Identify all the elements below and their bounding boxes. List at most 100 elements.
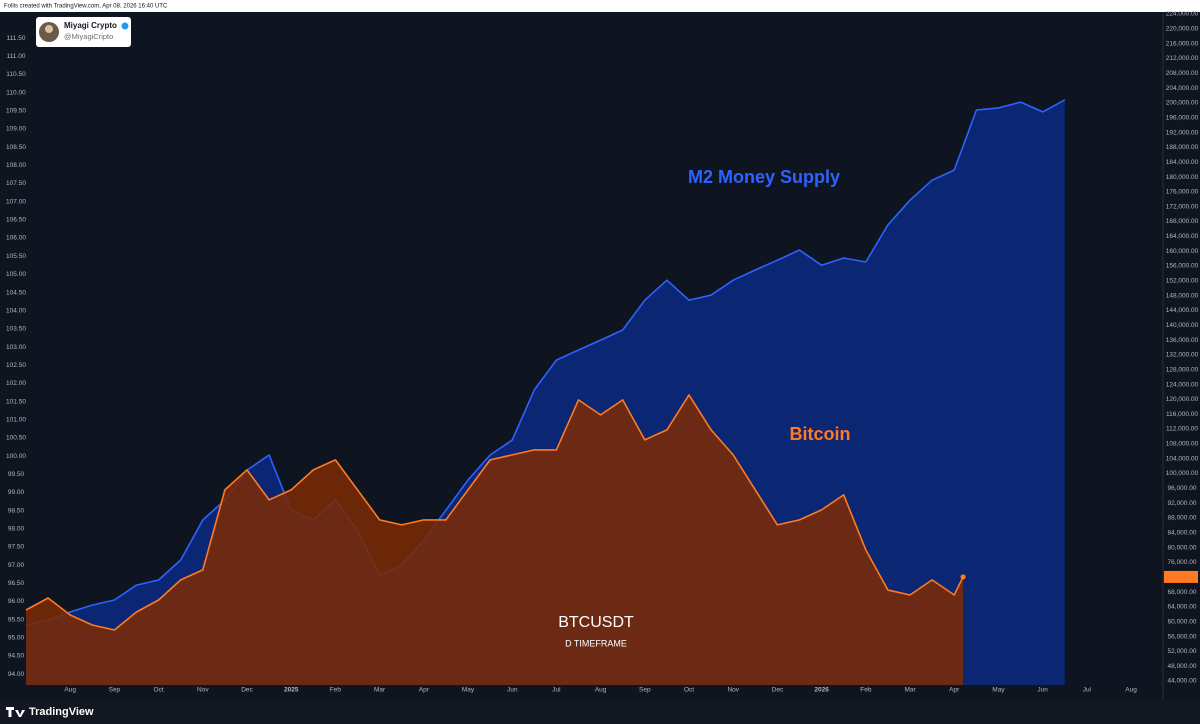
x-tick-label: Feb [330, 687, 342, 694]
x-tick-label: Jul [1083, 687, 1092, 694]
y2-tick-label: 192,000.00 [1166, 129, 1199, 136]
y2-tick-label: 84,000.00 [1168, 529, 1197, 536]
x-tick-label: 2026 [814, 687, 829, 694]
y-tick-label: 106.00 [6, 235, 26, 242]
x-tick-label: Apr [949, 687, 960, 694]
x-tick-label: Apr [419, 687, 430, 694]
y-tick-label: 107.00 [6, 198, 26, 205]
annotation: BTCUSDT [558, 614, 634, 631]
y-tick-label: 100.50 [6, 435, 26, 442]
y-tick-label: 98.00 [8, 525, 25, 532]
y-tick-label: 96.00 [8, 598, 25, 605]
y2-tick-label: 204,000.00 [1166, 85, 1199, 92]
footer-bar [0, 700, 1200, 724]
y-tick-label: 99.50 [8, 471, 25, 478]
y2-tick-label: 64,000.00 [1168, 604, 1197, 611]
annotation: D TIMEFRAME [565, 638, 627, 648]
x-tick-label: Aug [64, 687, 76, 694]
y2-tick-label: 88,000.00 [1168, 515, 1197, 522]
y2-tick-label: 156,000.00 [1166, 263, 1199, 270]
top-bar [0, 0, 1200, 12]
y-tick-label: 103.00 [6, 344, 26, 351]
y-tick-label: 106.50 [6, 217, 26, 224]
y-tick-label: 104.50 [6, 289, 26, 296]
series-line [25, 99, 1066, 626]
y2-tick-label: 60,000.00 [1168, 618, 1197, 625]
y-tick-label: 104.00 [6, 307, 26, 314]
x-tick-label: Dec [772, 687, 784, 694]
y2-tick-label: 44,000.00 [1168, 678, 1197, 685]
author-handle: @MiyagiCripto [64, 32, 113, 41]
x-tick-label: Mar [904, 687, 916, 694]
y-tick-label: 109.50 [6, 108, 26, 115]
y-tick-label: 101.50 [6, 398, 26, 405]
y2-tick-label: 220,000.00 [1166, 26, 1199, 33]
y-tick-label: 95.50 [8, 616, 25, 623]
y2-tick-label: 172,000.00 [1166, 203, 1199, 210]
y-tick-label: 107.50 [6, 180, 26, 187]
y2-tick-label: 164,000.00 [1166, 233, 1199, 240]
y-tick-label: 108.50 [6, 144, 26, 151]
x-tick-label: Aug [1125, 687, 1137, 694]
x-tick-label: Oct [684, 687, 694, 694]
x-tick-label: Mar [374, 687, 386, 694]
y2-tick-label: 184,000.00 [1166, 159, 1199, 166]
y2-tick-label: 200,000.00 [1166, 100, 1199, 107]
y2-tick-label: 148,000.00 [1166, 292, 1199, 299]
y2-tick-label: 132,000.00 [1166, 352, 1199, 359]
annotation: Bitcoin [790, 424, 851, 444]
y-tick-label: 99.00 [8, 489, 25, 496]
y2-tick-label: 92,000.00 [1168, 500, 1197, 507]
x-tick-label: May [462, 687, 475, 694]
y2-tick-label: 80,000.00 [1168, 544, 1197, 551]
y2-tick-label: 100,000.00 [1166, 470, 1199, 477]
y2-tick-label: 68,000.00 [1168, 589, 1197, 596]
y2-tick-label: 136,000.00 [1166, 337, 1199, 344]
y2-tick-label: 208,000.00 [1166, 70, 1199, 77]
y2-tick-label: 56,000.00 [1168, 633, 1197, 640]
y2-tick-label: 224,000.00 [1166, 11, 1199, 18]
y2-tick-label: 168,000.00 [1166, 218, 1199, 225]
y2-tick-label: 180,000.00 [1166, 174, 1199, 181]
y-tick-label: 110.00 [6, 89, 26, 96]
last-point [960, 574, 966, 580]
y2-tick-label: 188,000.00 [1166, 144, 1199, 151]
author-name: Miyagi Crypto [64, 21, 117, 30]
y-tick-label: 111.50 [7, 35, 26, 42]
y-tick-label: 108.00 [6, 162, 26, 169]
x-tick-label: Aug [595, 687, 607, 694]
created-note: Follis created with TradingView.com, Apr… [4, 4, 168, 10]
x-tick-label: Feb [860, 687, 872, 694]
verified-badge [121, 22, 129, 30]
y-tick-label: 95.00 [8, 634, 25, 641]
y2-tick-label: 216,000.00 [1166, 40, 1199, 47]
y2-tick-label: 96,000.00 [1168, 485, 1197, 492]
y2-tick-label: 104,000.00 [1166, 455, 1199, 462]
y2-tick-label: 112,000.00 [1166, 426, 1198, 433]
annotation: M2 Money Supply [688, 167, 840, 187]
y-tick-label: 94.00 [8, 671, 25, 678]
y-tick-label: 94.50 [8, 653, 25, 660]
y-tick-label: 103.50 [6, 326, 26, 333]
y-tick-label: 98.50 [8, 507, 25, 514]
y2-tick-label: 128,000.00 [1166, 366, 1199, 373]
y-tick-label: 97.00 [8, 562, 25, 569]
x-tick-label: 2025 [284, 687, 299, 694]
series-line [25, 394, 964, 631]
x-tick-label: Jun [1037, 687, 1048, 694]
y2-tick-label: 140,000.00 [1166, 322, 1199, 329]
y2-tick-label: 52,000.00 [1168, 648, 1197, 655]
brand-name: TradingView [29, 706, 94, 718]
y-tick-label: 102.50 [6, 362, 26, 369]
x-tick-label: Dec [241, 687, 253, 694]
y2-tick-label: 160,000.00 [1166, 248, 1199, 255]
x-tick-label: Nov [197, 687, 209, 694]
y2-tick-label: 196,000.00 [1166, 114, 1199, 121]
y-tick-label: 97.50 [8, 544, 25, 551]
avatar-face [45, 25, 53, 33]
y2-tick-label: 116,000.00 [1166, 411, 1198, 418]
brand-logo [6, 707, 25, 717]
x-tick-label: May [992, 687, 1005, 694]
x-tick-label: Jul [552, 687, 561, 694]
